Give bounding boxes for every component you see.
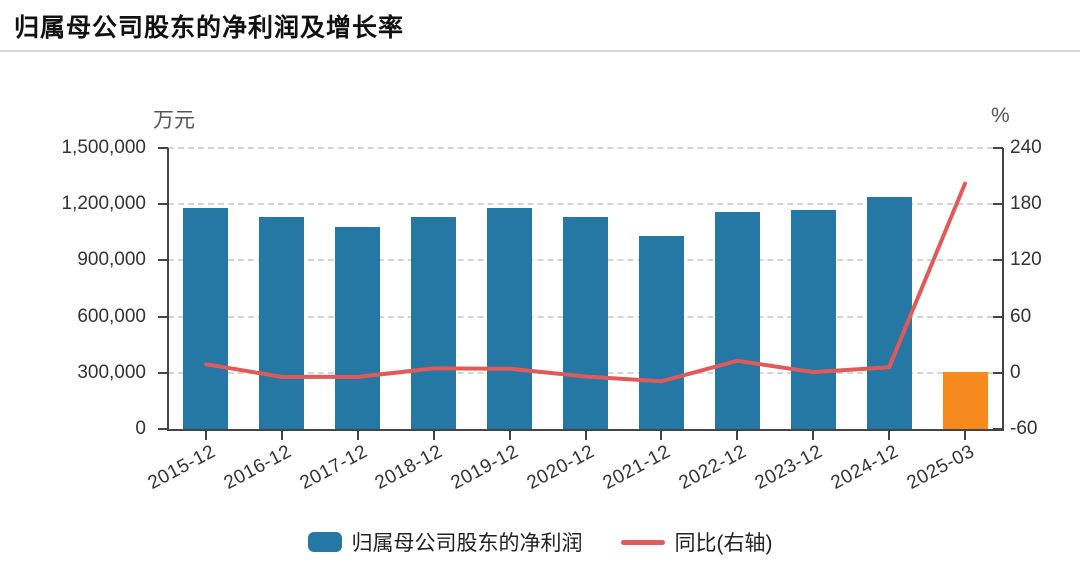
left-axis-tick bbox=[158, 315, 168, 318]
x-axis-tick bbox=[736, 429, 739, 440]
x-axis-tick bbox=[280, 429, 283, 440]
x-axis-tick-label: 2018-12 bbox=[372, 441, 447, 494]
right-axis-tick-label: 240 bbox=[1010, 137, 1042, 158]
bar-2019-12[interactable] bbox=[487, 207, 533, 429]
right-axis-tick-label: -60 bbox=[1010, 418, 1038, 439]
right-axis-unit-label: % bbox=[991, 104, 1010, 127]
title-divider bbox=[0, 50, 1080, 52]
legend-item-net-profit[interactable]: 归属母公司股东的净利润 bbox=[307, 527, 583, 557]
right-axis-tick-label: 180 bbox=[1010, 193, 1042, 215]
right-axis-tick-label: 60 bbox=[1010, 305, 1032, 327]
x-axis-tick-label: 2016-12 bbox=[220, 441, 295, 494]
bar-2022-12[interactable] bbox=[714, 211, 760, 429]
x-axis-tick bbox=[888, 429, 891, 440]
x-axis-tick-label: 2022-12 bbox=[675, 441, 751, 494]
gridline bbox=[168, 203, 1003, 206]
right-axis-line bbox=[1002, 148, 1004, 430]
legend: 归属母公司股东的净利润 同比(右轴) bbox=[0, 527, 1080, 557]
left-axis-tick-label: 1,200,000 bbox=[61, 193, 146, 215]
growth-line[interactable] bbox=[204, 181, 967, 384]
x-axis-tick bbox=[508, 429, 511, 440]
x-axis-tick-label: 2015-12 bbox=[144, 441, 219, 494]
left-axis-unit-label: 万元 bbox=[153, 109, 195, 132]
left-axis-line bbox=[167, 148, 169, 430]
x-axis-tick bbox=[356, 429, 359, 440]
x-axis-tick-label: 2025-03 bbox=[903, 441, 978, 494]
left-axis-tick bbox=[158, 259, 168, 262]
x-axis-tick-label: 2023-12 bbox=[751, 441, 827, 494]
right-axis-tick bbox=[993, 428, 1003, 430]
bar-2016-12[interactable] bbox=[259, 217, 305, 429]
left-axis-tick-label: 1,500,000 bbox=[61, 137, 146, 158]
bar-2025-03[interactable] bbox=[942, 371, 988, 429]
x-axis-tick bbox=[432, 429, 435, 440]
left-axis-tick-label: 0 bbox=[135, 418, 146, 439]
bar-2018-12[interactable] bbox=[411, 217, 457, 429]
x-axis-tick bbox=[584, 429, 587, 440]
bar-2017-12[interactable] bbox=[335, 226, 381, 429]
x-axis-tick-label: 2024-12 bbox=[827, 441, 902, 494]
left-axis-tick-label: 600,000 bbox=[77, 305, 146, 327]
chart-title: 归属母公司股东的净利润及增长率 bbox=[14, 14, 405, 42]
bar-2021-12[interactable] bbox=[638, 236, 684, 429]
x-axis-tick-label: 2021-12 bbox=[599, 441, 675, 494]
left-axis-tick bbox=[158, 203, 168, 206]
right-axis-tick bbox=[993, 147, 1003, 149]
legend-bar-marker bbox=[307, 532, 342, 552]
right-axis-tick bbox=[993, 259, 1003, 262]
right-axis-tick bbox=[993, 203, 1003, 206]
gridline bbox=[168, 147, 1003, 149]
bar-2015-12[interactable] bbox=[183, 207, 229, 429]
line-layer bbox=[204, 181, 967, 384]
legend-label-yoy: 同比(右轴) bbox=[674, 532, 773, 555]
legend-label-net-profit: 归属母公司股东的净利润 bbox=[351, 532, 583, 555]
x-axis-tick-label: 2017-12 bbox=[296, 441, 371, 494]
left-axis-tick bbox=[158, 371, 168, 374]
bar-2020-12[interactable] bbox=[563, 217, 608, 429]
left-axis-tick-label: 900,000 bbox=[77, 249, 146, 271]
right-axis-tick bbox=[993, 315, 1003, 318]
x-axis-tick-label: 2019-12 bbox=[447, 441, 523, 494]
bar-2023-12[interactable] bbox=[790, 209, 836, 429]
x-axis-tick-label: 2020-12 bbox=[523, 441, 599, 494]
left-axis-tick-label: 300,000 bbox=[77, 361, 146, 383]
legend-item-yoy[interactable]: 同比(右轴) bbox=[620, 527, 773, 557]
left-axis-tick bbox=[158, 147, 168, 149]
x-axis-tick bbox=[812, 429, 815, 440]
legend-line-marker bbox=[620, 539, 665, 545]
left-axis-tick bbox=[158, 428, 168, 430]
right-axis-tick-label: 120 bbox=[1010, 249, 1042, 271]
x-axis-tick bbox=[660, 429, 663, 440]
right-axis-tick bbox=[993, 371, 1003, 374]
bar-2024-12[interactable] bbox=[866, 196, 912, 429]
right-axis-tick-label: 0 bbox=[1010, 361, 1021, 383]
x-axis-tick bbox=[964, 429, 967, 440]
x-axis-tick bbox=[204, 429, 207, 440]
plot-area bbox=[158, 147, 1004, 440]
